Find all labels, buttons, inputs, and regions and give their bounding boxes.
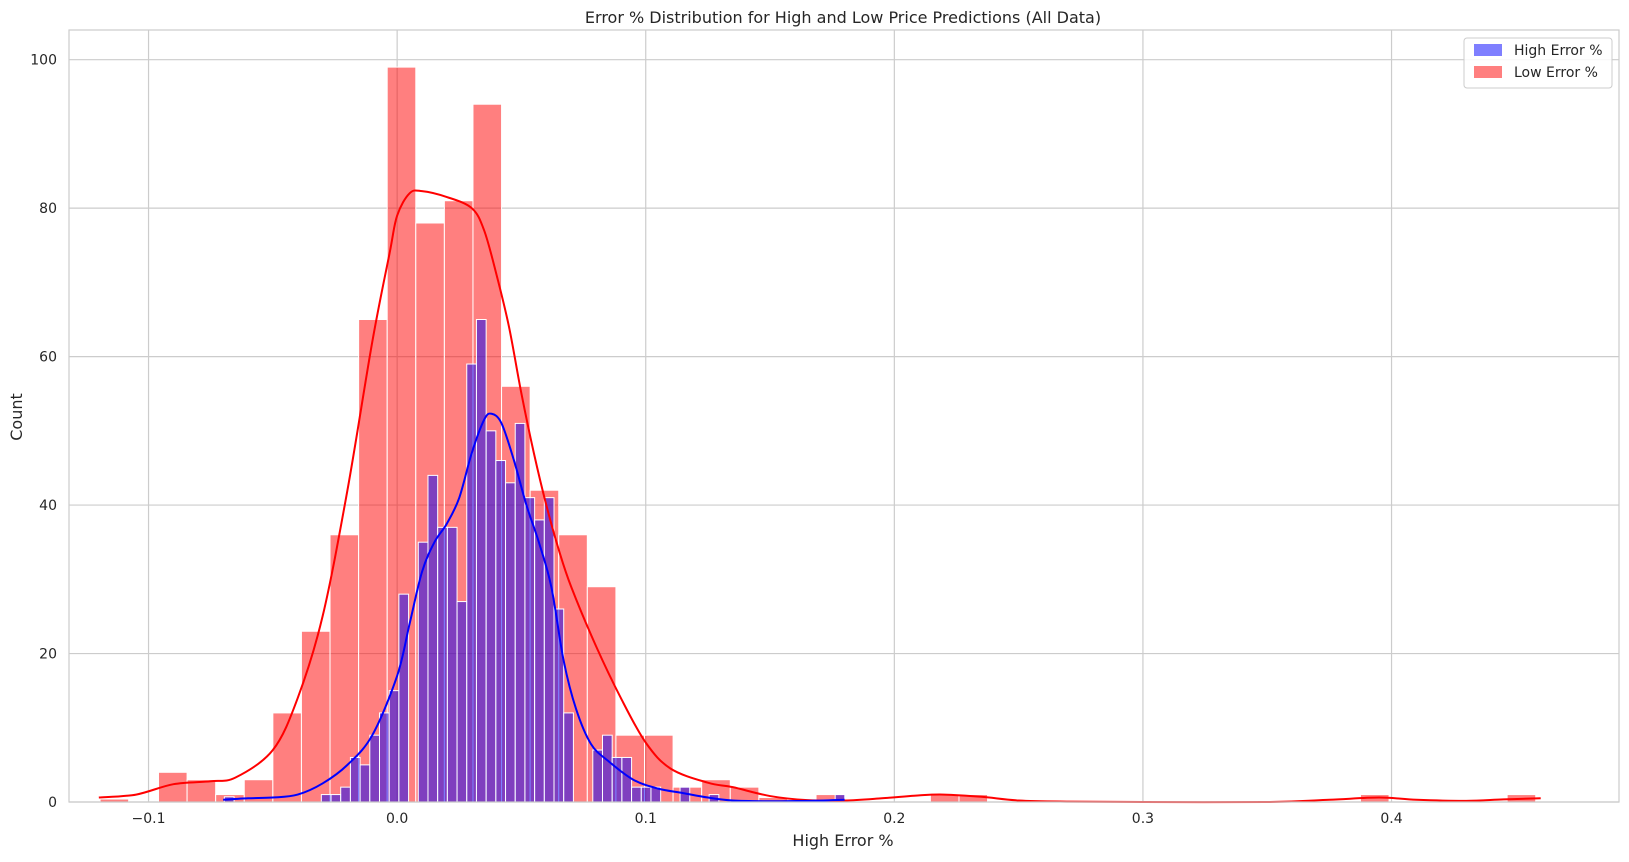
high-error-bar (495, 460, 507, 803)
high-error-bar (505, 482, 516, 803)
y-tick-label: 60 (39, 350, 57, 366)
high-error-bar (398, 593, 410, 803)
high-error-bar (456, 601, 468, 803)
high-error-bar (378, 712, 390, 803)
high-error-bar (437, 526, 448, 803)
y-tick-label: 80 (39, 201, 57, 217)
legend: High Error % Low Error % (1463, 37, 1613, 89)
y-tick-label: 0 (48, 795, 57, 811)
legend-label: High Error % (1514, 43, 1603, 59)
y-tick-label: 40 (39, 498, 57, 514)
y-tick-label: 20 (39, 647, 57, 663)
x-tick-label: 0.4 (1380, 811, 1402, 827)
legend-label: Low Error % (1514, 65, 1598, 81)
x-tick-label: −0.1 (132, 811, 166, 827)
high-error-bar (349, 756, 361, 803)
low-error-bar (272, 712, 302, 803)
high-error-bar (592, 749, 603, 803)
low-error-bar (157, 771, 188, 803)
high-error-bar (320, 794, 332, 803)
legend-swatch (1474, 66, 1502, 78)
high-error-bar (340, 786, 351, 803)
high-error-bar (563, 712, 574, 803)
high-error-bar (446, 526, 458, 803)
low-error-bars (99, 66, 1537, 803)
plot-frame (68, 29, 1620, 803)
high-error-bar (485, 430, 497, 803)
legend-swatch (1474, 44, 1502, 56)
x-axis-label: High Error % (792, 831, 893, 850)
high-error-bar (475, 319, 487, 803)
high-error-bar (466, 363, 477, 803)
x-tick-label: 0.2 (883, 811, 905, 827)
high-error-bar (601, 734, 613, 803)
high-error-bar (534, 519, 545, 803)
high-error-bar (369, 734, 380, 803)
high-error-bar (359, 764, 371, 803)
high-error-bar (611, 756, 623, 803)
low-error-bar (300, 630, 331, 803)
x-tick-label: 0.1 (635, 811, 657, 827)
x-tick-label: 0.3 (1132, 811, 1154, 827)
y-axis-ticks: 0 20 40 60 80 100 (30, 53, 57, 811)
x-axis-ticks: −0.1 0.0 0.1 0.2 0.3 0.4 (132, 811, 1403, 827)
high-error-bar (427, 474, 439, 803)
high-error-bar (388, 690, 400, 803)
high-error-bar (330, 794, 342, 803)
x-tick-label: 0.0 (386, 811, 408, 827)
high-error-bar (524, 497, 536, 803)
y-axis-label: Count (7, 393, 26, 441)
high-error-bar (621, 756, 633, 803)
high-error-bar (640, 786, 652, 803)
high-error-bar (631, 786, 642, 803)
chart-title: Error % Distribution for High and Low Pr… (585, 8, 1101, 27)
high-error-bar (543, 497, 555, 803)
y-tick-label: 100 (30, 53, 57, 69)
high-error-kde-line (223, 412, 845, 803)
